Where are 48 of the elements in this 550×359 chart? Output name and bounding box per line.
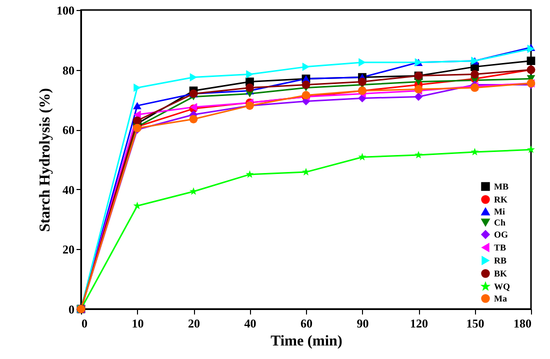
legend-label: MB — [494, 182, 508, 192]
x-tick-label: 120 — [410, 316, 428, 330]
x-tick-label: 90 — [356, 316, 369, 330]
point — [414, 150, 422, 158]
point — [302, 80, 310, 89]
point — [470, 148, 479, 156]
legend-label: Mi — [494, 206, 506, 216]
y-tick-label: 20 — [62, 242, 74, 257]
point — [246, 84, 254, 92]
point — [358, 152, 366, 160]
point — [133, 102, 142, 110]
y-tick-label: 40 — [62, 182, 74, 197]
y-tick-label: 0 — [68, 302, 74, 316]
y-tick-label: 60 — [62, 123, 74, 138]
legend-label: RB — [494, 256, 507, 266]
legend-label: RK — [494, 194, 508, 204]
x-tick-label: 60 — [300, 316, 312, 330]
x-tick-label: 40 — [244, 316, 256, 330]
legend-label: TB — [494, 242, 506, 252]
point — [246, 170, 254, 178]
point — [358, 78, 366, 86]
point — [302, 168, 310, 176]
point — [246, 70, 254, 78]
point — [133, 116, 142, 125]
x-tick-label: 0 — [82, 316, 88, 330]
y-tick-label: 80 — [62, 63, 74, 78]
x-tick-label: 10 — [132, 316, 144, 330]
point — [189, 114, 198, 124]
legend-label: BK — [494, 268, 508, 278]
x-axis-title: Time (min) — [270, 334, 342, 350]
y-tick-label: 100 — [56, 4, 74, 18]
point — [358, 58, 366, 67]
point — [302, 62, 310, 71]
legend-label: WQ — [494, 282, 510, 292]
point — [414, 92, 423, 101]
point — [526, 56, 536, 66]
point — [470, 70, 479, 78]
legend-label: Ma — [494, 294, 508, 304]
point — [527, 44, 535, 54]
point — [527, 145, 535, 154]
x-tick-label: 150 — [466, 316, 484, 330]
point — [190, 73, 198, 82]
x-tick-label: 20 — [188, 316, 200, 330]
x-tick-label: 180 — [514, 316, 532, 330]
point — [134, 84, 141, 92]
y-axis-title: Starch Hydrolysis (%) — [38, 88, 54, 232]
legend-label: Ch — [494, 218, 506, 228]
legend-label: OG — [494, 230, 508, 240]
